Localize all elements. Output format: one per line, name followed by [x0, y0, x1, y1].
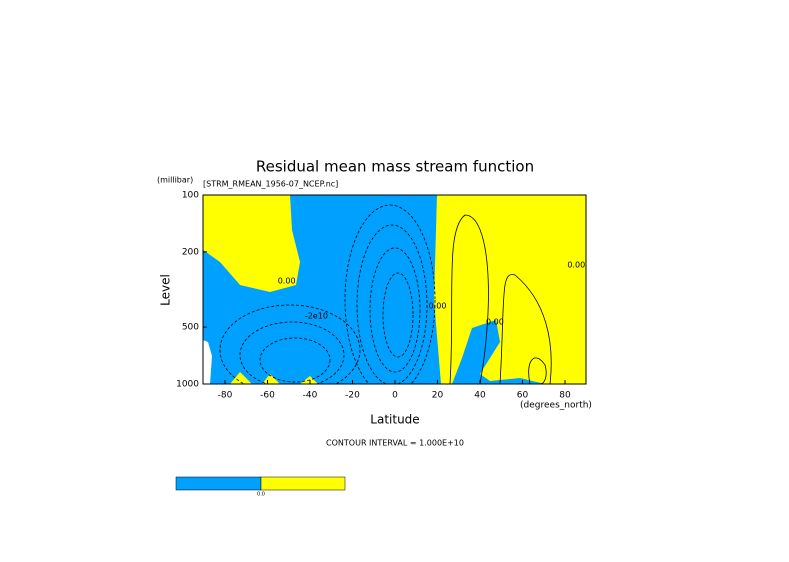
x-tick-label: 80 [559, 391, 571, 401]
contour-label: 0.00 [278, 276, 296, 285]
y-unit: (millibar) [157, 176, 193, 185]
colorbar-negative [175, 476, 262, 491]
y-tick-label: 1000 [176, 380, 199, 390]
chart-title: Residual mean mass stream function [256, 158, 534, 176]
colorbar-positive [260, 476, 346, 491]
contour-line [356, 224, 428, 384]
missing-region [203, 340, 212, 384]
subtitle: [STRM_RMEAN_1956-07_NCEP.nc] [203, 180, 338, 189]
contour-line [499, 274, 552, 384]
contour-line [219, 304, 361, 384]
x-tick-label: 60 [517, 391, 529, 401]
x-axis-label: Latitude [370, 413, 419, 427]
contour-label: 0.00 [429, 301, 447, 310]
x-tick-label: 0 [392, 391, 398, 401]
x-tick-label: 40 [474, 391, 486, 401]
x-unit: (degrees_north) [520, 401, 592, 411]
positive-region [434, 195, 586, 384]
contour-label: 0.00 [567, 261, 585, 270]
contour-line [449, 214, 489, 384]
contour-line [528, 357, 547, 384]
contour-label: -2e10 [305, 312, 328, 321]
x-tick-label: -40 [303, 391, 318, 401]
contour-line [382, 272, 414, 358]
y-tick-label: 200 [182, 247, 199, 257]
x-tick-label: -60 [260, 391, 275, 401]
contour-line [259, 337, 331, 383]
contour-label: 0.00 [486, 318, 504, 327]
x-tick-label: -80 [218, 391, 233, 401]
x-tick-label: -20 [345, 391, 360, 401]
contour-note: CONTOUR INTERVAL = 1.000E+10 [326, 439, 464, 448]
y-tick-label: 100 [182, 191, 199, 201]
positive-region [203, 195, 300, 292]
contour-line [369, 247, 421, 373]
y-tick-label: 500 [182, 323, 199, 333]
contour-line [344, 204, 436, 384]
y-axis-label: Level [159, 274, 173, 306]
colorbar-label: 0.0 [257, 492, 265, 498]
contour-field [203, 195, 586, 384]
x-tick-label: 20 [432, 391, 444, 401]
contour-line [239, 321, 345, 384]
